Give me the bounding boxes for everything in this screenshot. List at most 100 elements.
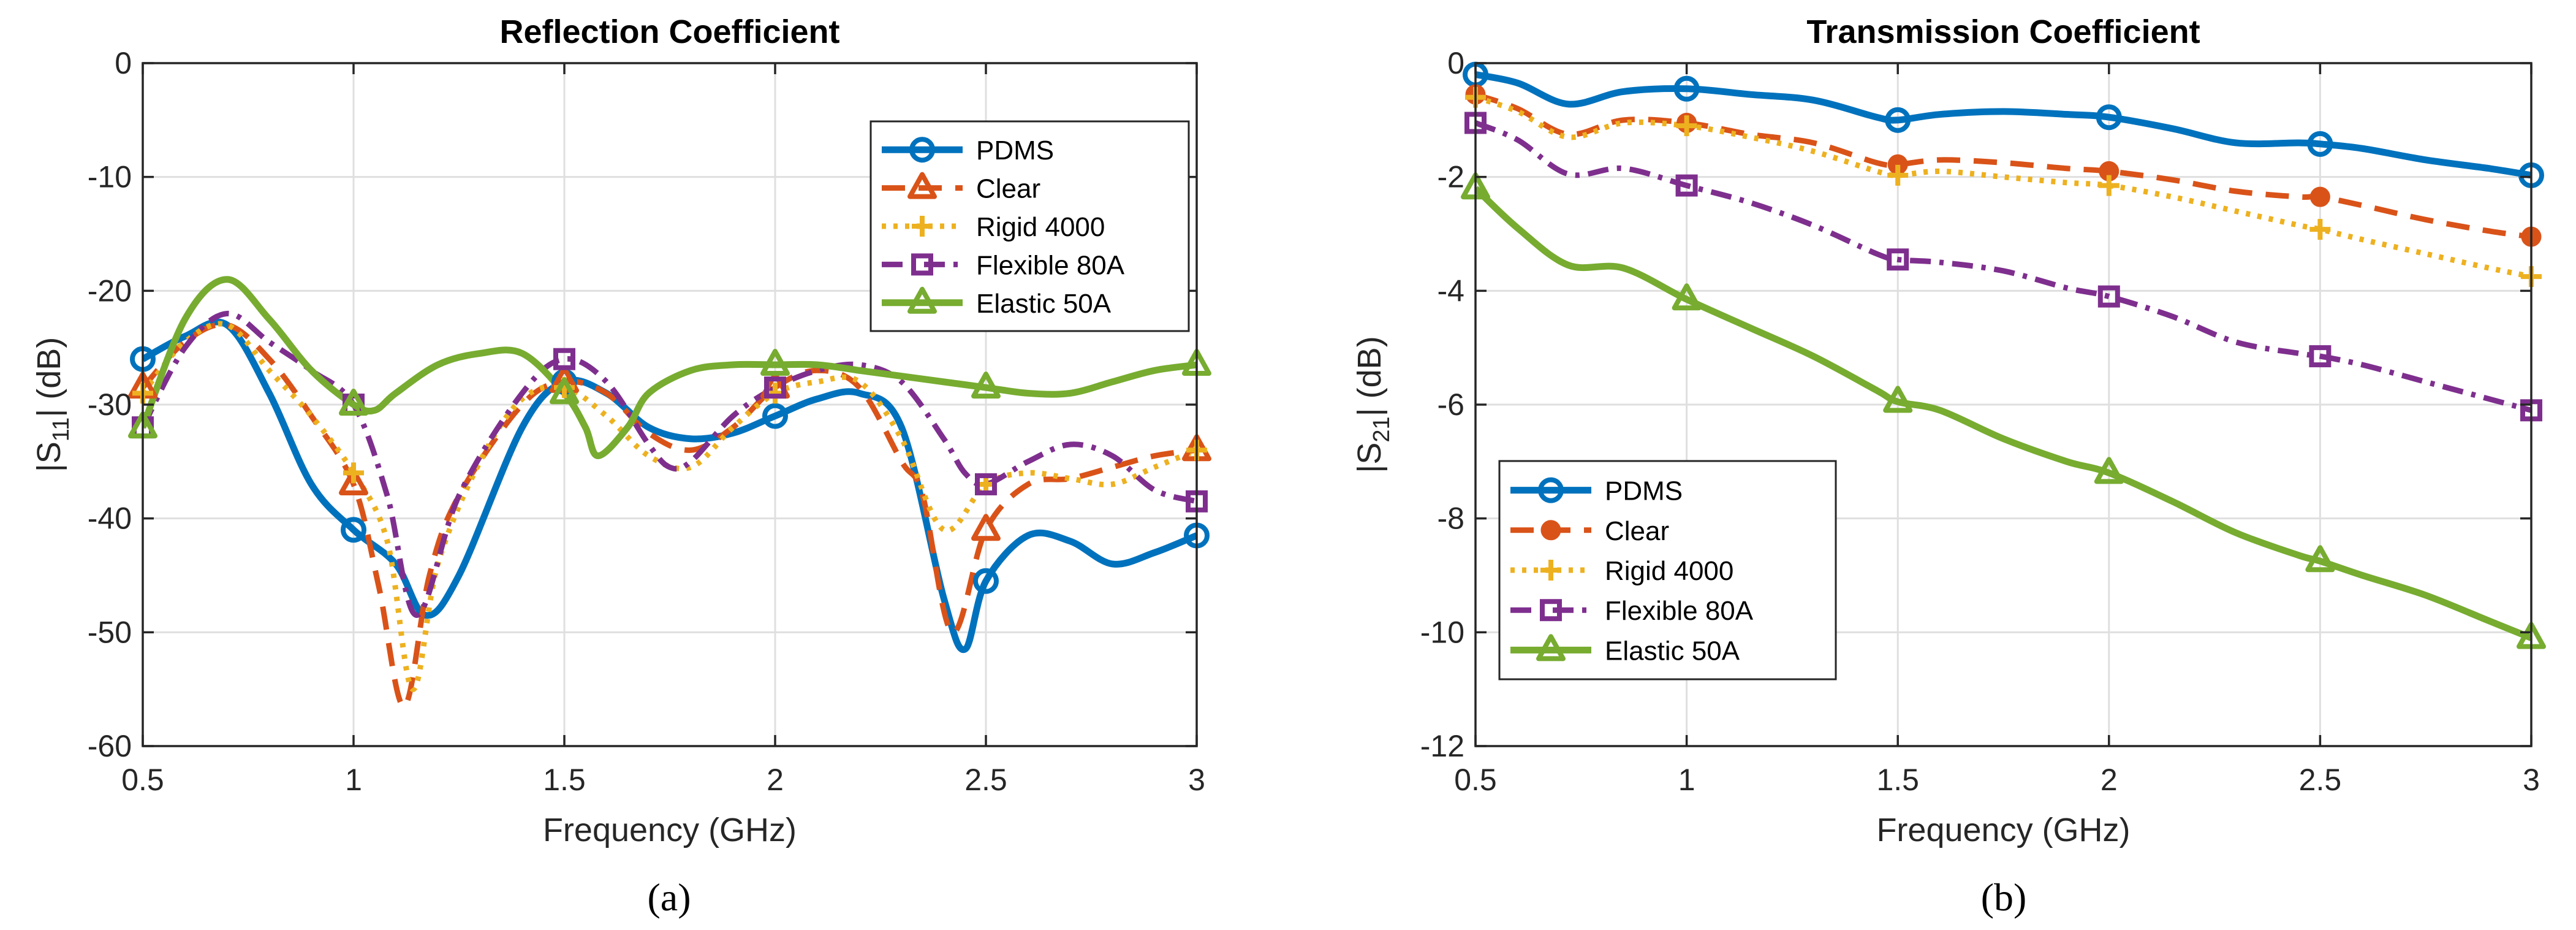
marker-flexible-80a [1675,174,1698,197]
marker-rigid-4000 [343,462,364,484]
x-axis-label: Frequency (GHz) [1876,812,2130,848]
legend-marker-clear [1540,520,1561,541]
legend-label: Elastic 50A [976,289,1112,319]
y-tick-label: -12 [1420,729,1464,763]
legend-label: Rigid 4000 [1605,556,1733,586]
x-tick-label: 3 [2523,763,2540,797]
x-axis-label: Frequency (GHz) [543,812,797,848]
marker-rigid-4000 [1676,115,1697,137]
marker-flexible-80a [764,376,786,399]
y-tick-label: -30 [88,387,132,422]
chart-title: Transmission Coefficient [1806,13,2200,50]
marker-clear [339,468,368,495]
marker-rigid-4000 [2309,219,2331,240]
y-tick-label: -8 [1438,501,1464,536]
marker-clear [2309,186,2330,207]
marker-elastic-50a [1883,386,1913,413]
series-line-flexible-80a [1476,120,2531,413]
legend: PDMS Clear Rigid 4000 Flexible 80A Elastic 5… [869,120,1190,332]
legend-marker-flexible-80a [1540,599,1562,622]
marker-elastic-50a [339,389,368,416]
x-tick-label: 1.5 [1876,763,1919,797]
y-tick-label: -10 [1420,615,1464,649]
legend-marker-pdms [1538,477,1564,503]
x-tick-label: 3 [1188,763,1205,797]
series-line-pdms [143,318,1197,654]
legend-label: Clear [1605,516,1669,546]
y-axis-label-sub: 11 [48,417,74,441]
y-tick-label: -6 [1438,387,1464,422]
y-axis-label-main: |S [31,441,67,472]
legend: PDMS Clear Rigid 4000 Flexible 80A Elastic 5… [1498,460,1837,680]
series-line-elastic-50a [1476,186,2531,641]
y-axis-label-tail: | (dB) [31,337,67,417]
legend-marker-clear [907,172,937,199]
x-tick-label: 2 [767,763,784,797]
x-tick-label: 1.5 [543,763,586,797]
marker-pdms [341,517,366,543]
marker-elastic-50a [760,349,790,376]
marker-pdms [2307,131,2333,157]
y-tick-label: 0 [1447,46,1464,80]
x-tick-label: 0.5 [121,763,164,797]
chart-reflection: 0.5 1 1.5 2 2.5 3 -60 -50 -40 -30 -20 -10 0 Reflectio… [31,13,1211,919]
y-axis-label: |S11| (dB) [31,337,74,473]
marker-elastic-50a [550,377,579,405]
subfigure-caption: (a) [647,875,691,919]
y-axis-label-tail: | (dB) [1351,336,1388,416]
y-axis-label-sub: 21 [1369,416,1395,442]
series-line-elastic-50a [143,276,1197,460]
legend-marker-pdms [909,137,935,163]
y-tick-label: -10 [88,160,132,194]
y-axis-label-main: |S [1351,443,1388,473]
x-tick-label: 2 [2101,763,2118,797]
marker-pdms [973,568,999,594]
x-tick-label: 2.5 [2299,763,2342,797]
marker-flexible-80a [2309,345,2332,368]
y-tick-label: -40 [88,501,132,536]
x-tick-label: 0.5 [1454,763,1497,797]
subfigure-caption: (b) [1981,875,2027,919]
series-line-flexible-80a [143,310,1197,618]
legend-label: Rigid 4000 [976,212,1105,242]
marker-elastic-50a [2305,545,2335,573]
legend-label: Elastic 50A [1605,636,1740,666]
y-tick-label: -20 [88,273,132,308]
legend-marker-rigid-4000 [912,216,933,237]
x-tick-label: 2.5 [964,763,1007,797]
x-tick-label: 1 [345,763,362,797]
series-line-rigid-4000 [1476,94,2531,280]
y-tick-label: -60 [88,729,132,763]
legend-label: Flexible 80A [1605,596,1754,626]
marker-clear [971,514,1001,541]
marker-flexible-80a [975,473,997,495]
x-tick-label: 1 [1678,763,1695,797]
legend-marker-elastic-50a [907,286,937,314]
series-line-pdms [1476,71,2531,179]
marker-elastic-50a [1672,283,1702,311]
legend-label: PDMS [1605,476,1683,506]
marker-flexible-80a [553,348,575,370]
legend-label: Flexible 80A [976,250,1125,280]
marker-pdms [1673,75,1700,102]
marker-flexible-80a [1887,248,1909,271]
y-tick-label: -4 [1438,273,1464,308]
chart-transmission: 0.5 1 1.5 2 2.5 3 -12 -10 -8 -6 -4 -2 0 Transmission … [1351,13,2546,919]
legend-label: PDMS [976,135,1054,166]
legend-marker-elastic-50a [1536,634,1566,661]
marker-flexible-80a [2097,285,2120,308]
marker-pdms [1885,107,1911,133]
y-axis-label: |S21| (dB) [1351,336,1395,473]
marker-pdms [762,403,788,429]
legend-marker-rigid-4000 [1540,560,1561,581]
series-line-clear [1476,91,2531,240]
series-line-clear [143,321,1197,709]
marker-pdms [2096,104,2122,131]
series-group [143,276,1197,709]
series-group [1476,71,2531,641]
y-tick-label: -50 [88,615,132,649]
legend-label: Clear [976,174,1040,204]
marker-rigid-4000 [2098,175,2120,196]
marker-rigid-4000 [1887,164,1909,186]
